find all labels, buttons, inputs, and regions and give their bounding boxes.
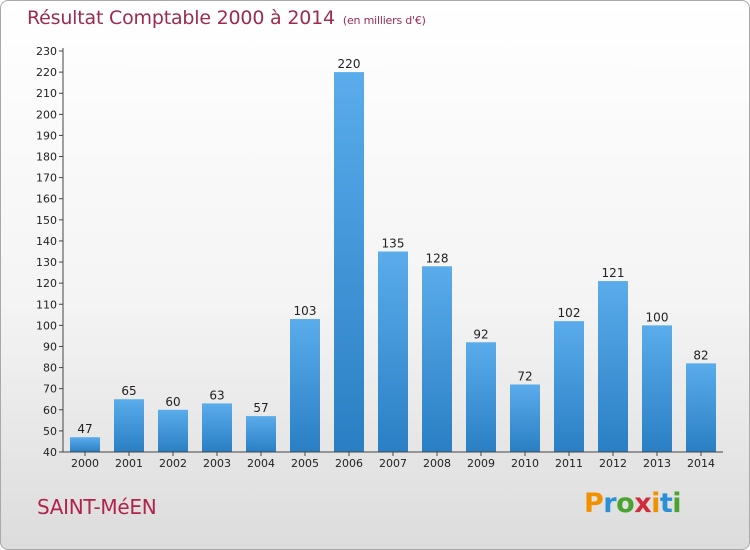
x-tick-label: 2010 [511,457,539,470]
y-tick-label: 170 [36,172,57,185]
y-tick-label: 160 [36,193,57,206]
x-tick-label: 2000 [71,457,99,470]
value-label: 121 [602,266,625,280]
bar-2014 [686,363,716,452]
bar-2003 [202,403,232,452]
y-tick-label: 110 [36,298,57,311]
logo-letter: r [603,488,617,519]
logo-letter: x [634,488,652,519]
logo-letter: P [584,488,604,519]
y-tick-label: 180 [36,151,57,164]
y-tick-label: 90 [43,340,57,353]
logo-letter: t [659,488,673,519]
value-label: 102 [558,306,581,320]
y-tick-label: 150 [36,214,57,227]
y-tick-label: 100 [36,319,57,332]
x-tick-label: 2006 [335,457,363,470]
y-tick-label: 60 [43,404,57,417]
value-label: 60 [165,395,180,409]
x-tick-label: 2001 [115,457,143,470]
logo-letter: i [672,488,682,519]
bar-2009 [466,342,496,452]
logo-letter: o [616,488,635,519]
value-label: 63 [209,388,224,402]
y-tick-label: 80 [43,362,57,375]
value-label: 65 [121,384,136,398]
y-tick-label: 70 [43,383,57,396]
value-label: 100 [646,310,669,324]
value-label: 47 [77,422,92,436]
bar-2001 [114,399,144,452]
y-axis: 40 50 60 70 80 90 100 110 120 130 140 150 160 170 180 1… [36,45,64,459]
value-label: 92 [473,327,488,341]
x-tick-label: 2004 [247,457,275,470]
value-label: 135 [382,237,405,251]
value-label: 82 [693,348,708,362]
bars: 47 65 60 63 57 103 220 135 128 92 72 102 121 100 82 [70,57,716,453]
value-label: 128 [426,251,449,265]
y-tick-label: 130 [36,256,57,269]
y-tick-label: 50 [43,425,57,438]
x-tick-label: 2002 [159,457,187,470]
chart-title-unit: (en milliers d'€) [342,14,426,27]
bar-2013 [642,325,672,452]
value-label: 72 [517,369,532,383]
x-tick-label: 2014 [687,457,715,470]
x-tick-label: 2011 [555,457,583,470]
chart-title-text: Résultat Comptable 2000 à 2014 [27,7,335,29]
bar-2004 [246,416,276,452]
bar-2011 [554,321,584,452]
bar-2010 [510,384,540,452]
bar-2008 [422,266,452,452]
bar-2007 [378,251,408,452]
bar-2002 [158,409,188,452]
logo-letter: i [651,488,660,519]
bar-2000 [70,437,100,452]
y-tick-label: 140 [36,235,57,248]
proxiti-logo: Proxiti [584,488,682,519]
x-tick-label: 2003 [203,457,231,470]
bar-2005 [290,319,320,452]
y-tick-label: 210 [36,87,57,100]
y-tick-label: 200 [36,108,57,121]
x-tick-label: 2005 [291,457,319,470]
x-tick-label: 2013 [643,457,671,470]
value-label: 220 [338,57,361,71]
y-tick-label: 230 [36,45,57,58]
y-tick-label: 220 [36,66,57,79]
chart-title: Résultat Comptable 2000 à 2014 (en millie… [27,7,426,29]
bar-2012 [598,281,628,452]
x-tick-label: 2012 [599,457,627,470]
x-tick-label: 2008 [423,457,451,470]
x-tick-label: 2009 [467,457,495,470]
commune-name: SAINT-MéEN [37,495,157,519]
value-label: 103 [294,304,317,318]
bar-2006 [334,72,364,453]
y-tick-label: 120 [36,277,57,290]
y-tick-label: 190 [36,129,57,142]
y-tick-label: 40 [43,446,57,459]
x-tick-label: 2007 [379,457,407,470]
value-label: 57 [253,401,268,415]
x-axis: 2000 2001 2002 2003 2004 2005 2006 2007 2008 2009… [63,451,723,470]
